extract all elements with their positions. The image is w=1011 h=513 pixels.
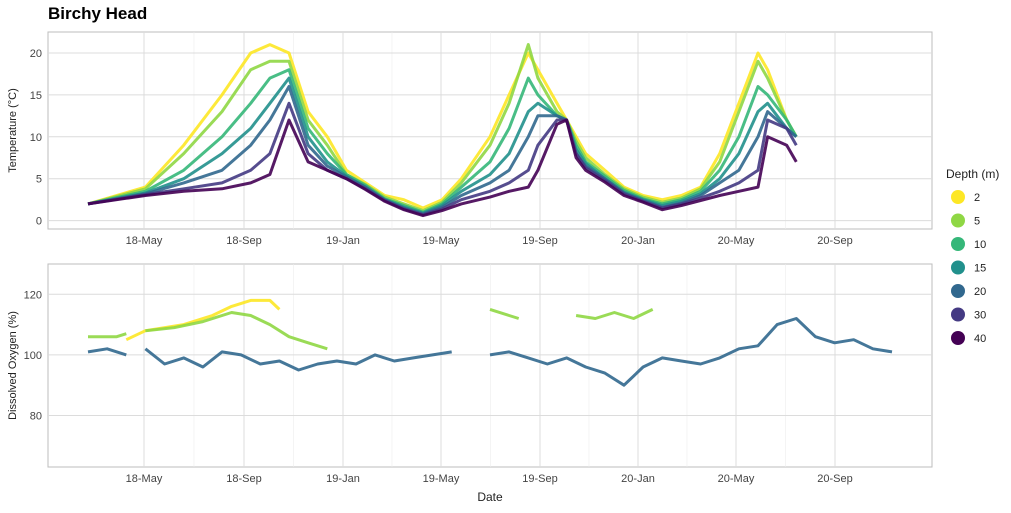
legend-swatch — [951, 331, 965, 345]
y-tick-label: 5 — [36, 174, 42, 186]
legend-label: 2 — [974, 192, 980, 204]
x-tick-label: 19-Jan — [326, 235, 360, 247]
legend-label: 10 — [974, 239, 986, 251]
x-tick-label: 19-Jan — [326, 473, 360, 485]
y-axis-label: Temperature (°C) — [7, 88, 19, 172]
legend-label: 5 — [974, 216, 980, 228]
legend-swatch — [951, 213, 965, 228]
series-line-5 — [88, 332, 127, 339]
y-tick-label: 80 — [30, 410, 42, 422]
legend-swatch — [951, 260, 965, 275]
legend: Depth (m) 2 5 10 15 20 30 40 — [946, 167, 999, 345]
series-line-20 — [489, 317, 893, 387]
series-line-5 — [575, 308, 654, 320]
series-line-40 — [87, 118, 798, 218]
legend-swatch — [951, 237, 965, 251]
x-tick-label: 20-Jan — [621, 473, 655, 485]
series-line-5 — [87, 43, 798, 213]
plot-area — [47, 263, 933, 468]
x-tick-label: 19-Sep — [522, 235, 557, 247]
y-tick-label: 10 — [30, 132, 42, 144]
x-tick-label: 19-May — [423, 473, 460, 485]
panel-bottom: 80 100 120 18-May 18-Sep 19-Jan 19-May 19-Sep 20… — [7, 263, 933, 504]
x-tick-label: 18-May — [126, 473, 163, 485]
series-line-5 — [145, 311, 328, 351]
series-line-20 — [87, 347, 127, 357]
y-axis-label: Dissolved Oxygen (%) — [7, 311, 19, 420]
plot-area — [47, 31, 933, 230]
series-line-5 — [489, 307, 520, 320]
x-tick-label: 20-Sep — [817, 473, 852, 485]
y-tick-label: 100 — [24, 350, 42, 362]
y-tick-label: 0 — [36, 216, 42, 228]
x-tick-label: 19-Sep — [522, 473, 557, 485]
panel-top: 0 5 10 15 20 18-May 18-Sep 19-Jan 19-May 19-Sep 20… — [7, 31, 933, 247]
series-line-20 — [87, 85, 798, 216]
x-tick-label: 19-May — [423, 235, 460, 247]
y-tick-label: 15 — [30, 90, 42, 102]
legend-label: 15 — [974, 263, 986, 275]
x-tick-label: 20-May — [718, 235, 755, 247]
x-axis-label: Date — [477, 490, 503, 504]
legend-swatch — [951, 284, 965, 298]
legend-label: 40 — [974, 333, 986, 345]
legend-swatch — [951, 190, 965, 204]
series-line-30 — [87, 101, 798, 217]
x-tick-label: 20-Jan — [621, 235, 655, 247]
x-tick-label: 18-Sep — [226, 473, 261, 485]
legend-title: Depth (m) — [946, 167, 999, 181]
legend-label: 30 — [974, 310, 986, 322]
series-line-15 — [87, 76, 798, 215]
legend-label: 20 — [974, 286, 986, 298]
legend-swatch — [951, 307, 965, 322]
series-line-20 — [144, 347, 452, 372]
x-tick-label: 18-May — [126, 235, 163, 247]
x-tick-label: 20-Sep — [817, 235, 852, 247]
y-tick-label: 20 — [30, 48, 42, 60]
series-line-10 — [87, 68, 798, 214]
chart-title: Birchy Head — [48, 4, 148, 23]
x-tick-label: 20-May — [718, 473, 755, 485]
y-tick-label: 120 — [24, 289, 42, 301]
x-tick-label: 18-Sep — [226, 235, 261, 247]
